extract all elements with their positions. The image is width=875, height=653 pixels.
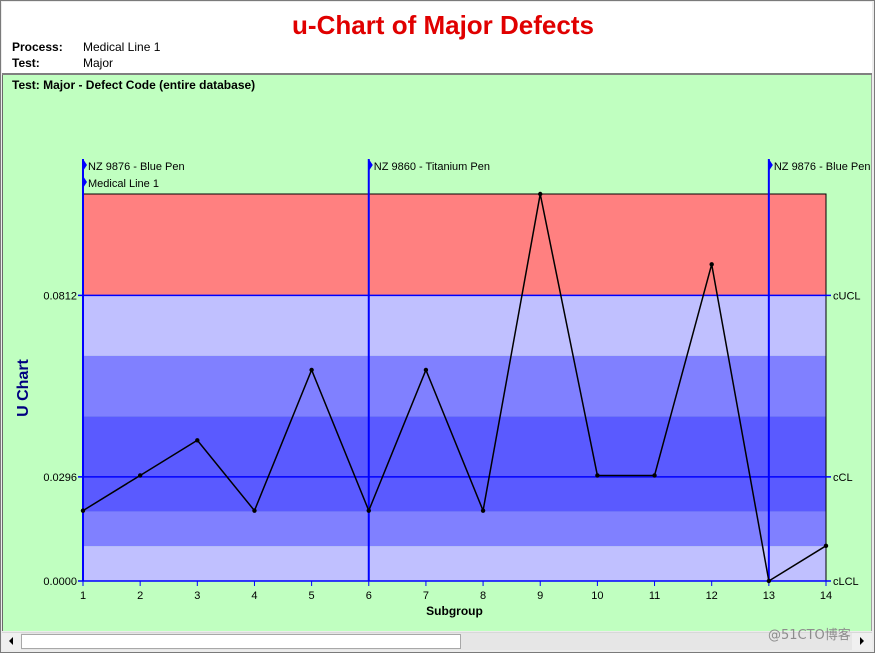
process-label: Process: xyxy=(12,40,63,54)
chart-title: u-Chart of Major Defects xyxy=(292,10,594,40)
report-header xyxy=(2,2,872,75)
scroll-thumb[interactable] xyxy=(21,634,461,649)
triangle-left-icon xyxy=(9,637,13,645)
scroll-track[interactable] xyxy=(21,633,852,650)
triangle-right-icon xyxy=(860,637,864,645)
chart-subtitle: Test: Major - Defect Code (entire databa… xyxy=(12,78,256,92)
chart-panel xyxy=(2,75,872,631)
watermark: @51CTO博客 xyxy=(768,628,851,643)
scroll-left-button[interactable] xyxy=(3,633,20,650)
horizontal-scrollbar xyxy=(2,632,872,650)
test-label: Test: xyxy=(12,56,40,70)
scroll-right-button[interactable] xyxy=(853,633,870,650)
test-value: Major xyxy=(83,56,114,70)
process-value: Medical Line 1 xyxy=(83,40,161,54)
